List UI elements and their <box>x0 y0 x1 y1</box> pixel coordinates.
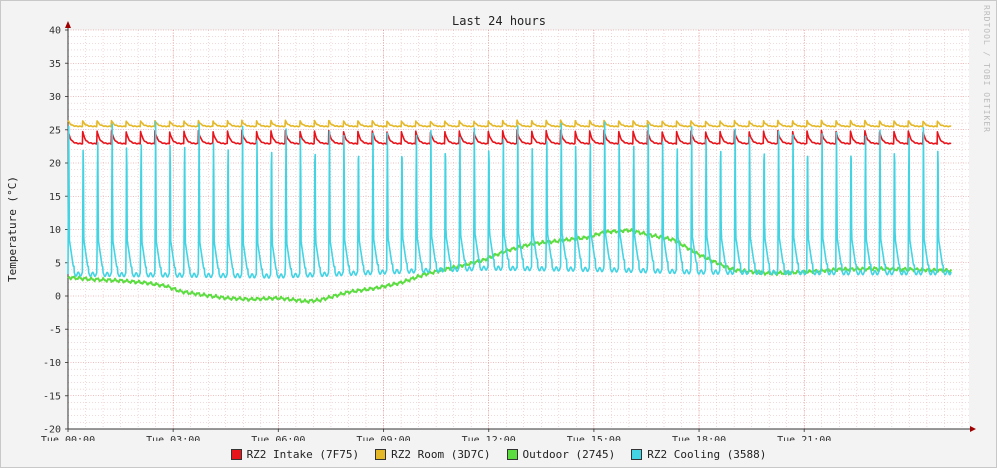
legend: RZ2 Intake (7F75) RZ2 Room (3D7C) Outdoor … <box>1 446 996 462</box>
x-tick-label: Tue 15:00 <box>567 435 621 441</box>
series-line-intake <box>67 129 952 145</box>
legend-swatch <box>375 448 387 460</box>
legend-item: RZ2 Room (3D7C) <box>375 447 491 461</box>
x-tick-label: Tue 12:00 <box>462 435 516 441</box>
legend-label: RZ2 Cooling (3588) <box>647 447 767 461</box>
y-tick-label: 20 <box>49 159 61 170</box>
x-tick-label: Tue 00:00 <box>41 435 95 441</box>
y-tick-label: -10 <box>43 358 61 369</box>
y-tick-label: 25 <box>49 125 61 136</box>
legend-item: Outdoor (2745) <box>506 447 616 461</box>
legend-label: Outdoor (2745) <box>522 447 616 461</box>
series-line-outdoor <box>67 228 953 304</box>
x-tick-label: Tue 21:00 <box>777 435 831 441</box>
legend-item: RZ2 Intake (7F75) <box>230 447 360 461</box>
y-tick-label: 30 <box>49 92 61 103</box>
y-tick-label: 10 <box>49 225 61 236</box>
chart-title: Last 24 hours <box>452 14 546 28</box>
y-tick-label: 40 <box>49 26 61 37</box>
x-axis-arrow <box>970 426 976 432</box>
x-tick-label: Tue 18:00 <box>672 435 726 441</box>
x-tick-label: Tue 06:00 <box>251 435 305 441</box>
y-axis-label: Temperature (°C) <box>6 176 19 282</box>
y-tick-label: 0 <box>55 292 61 303</box>
y-tick-label: -15 <box>43 391 61 402</box>
legend-label: RZ2 Intake (7F75) <box>246 447 360 461</box>
y-tick-label: 15 <box>49 192 61 203</box>
series-line-cooling <box>67 121 952 279</box>
legend-swatch <box>230 448 242 460</box>
legend-swatch <box>506 448 518 460</box>
y-axis-arrow <box>65 21 71 28</box>
y-tick-label: -5 <box>49 325 61 336</box>
series-line-room <box>67 119 952 128</box>
grid <box>67 29 969 430</box>
legend-item: RZ2 Cooling (3588) <box>631 448 766 461</box>
y-tick-label: 5 <box>55 258 61 269</box>
x-tick-label: Tue 03:00 <box>146 435 200 441</box>
legend-label: RZ2 Room (3D7C) <box>391 447 491 461</box>
y-tick-label: 35 <box>49 59 61 70</box>
x-tick-label: Tue 09:00 <box>356 435 410 441</box>
y-tick-label: -20 <box>43 425 61 436</box>
watermark: RRDTOOL / TOBI OETIKER <box>982 5 991 133</box>
legend-swatch <box>631 448 643 460</box>
series-group <box>67 119 953 304</box>
